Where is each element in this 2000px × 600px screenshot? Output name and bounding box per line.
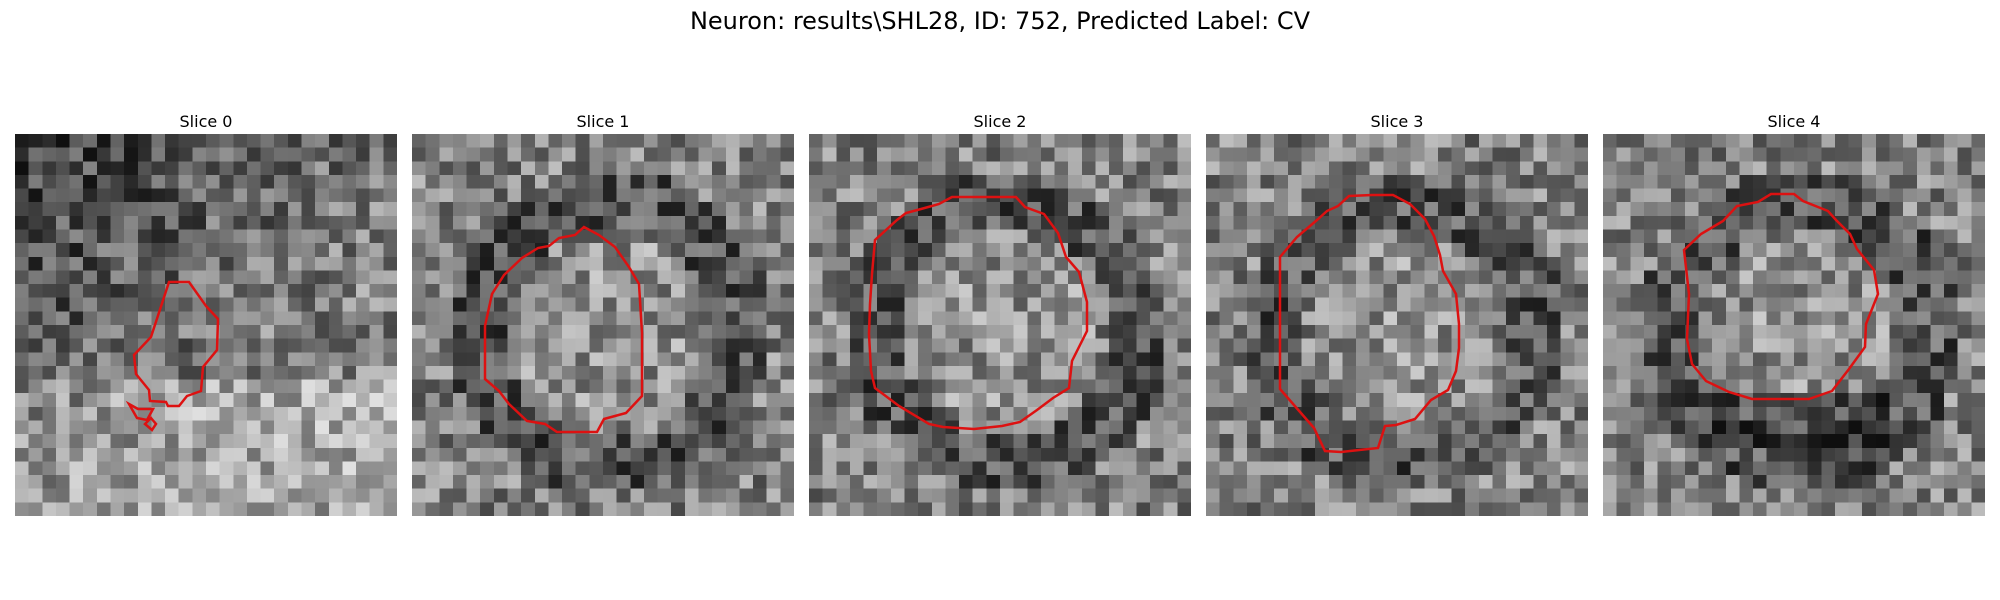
roi-contour xyxy=(1278,193,1461,454)
slice-title: Slice 1 xyxy=(576,112,630,131)
roi-contour-overlay xyxy=(1682,192,1880,401)
slice-title: Slice 4 xyxy=(1767,112,1821,131)
slice-image xyxy=(15,134,397,516)
roi-contour-fragment xyxy=(125,400,156,422)
figure-title: Neuron: results\SHL28, ID: 752, Predicte… xyxy=(689,7,1311,35)
roi-contour-overlay xyxy=(125,280,220,432)
slice-title: Slice 0 xyxy=(179,112,233,131)
slice-title: Slice 3 xyxy=(1370,112,1424,131)
slice-panel-1: Slice 1 xyxy=(412,110,794,516)
slice-panel-2: Slice 2 xyxy=(809,110,1191,516)
slice-title: Slice 2 xyxy=(973,112,1027,131)
slice-image xyxy=(412,134,794,516)
roi-contour-overlay xyxy=(1278,193,1461,454)
roi-contour xyxy=(1682,192,1880,401)
slice-panel-3: Slice 3 xyxy=(1206,110,1588,516)
roi-contour xyxy=(867,195,1089,431)
slice-panel-4: Slice 4 xyxy=(1603,110,1985,516)
roi-contour-overlay xyxy=(483,225,644,434)
roi-contour-overlay xyxy=(867,195,1089,431)
roi-contour-fragment xyxy=(143,416,158,432)
slice-image xyxy=(1603,134,1985,516)
roi-contour xyxy=(132,280,220,408)
slice-panel-0: Slice 0 xyxy=(15,110,397,516)
roi-contour xyxy=(483,225,644,434)
